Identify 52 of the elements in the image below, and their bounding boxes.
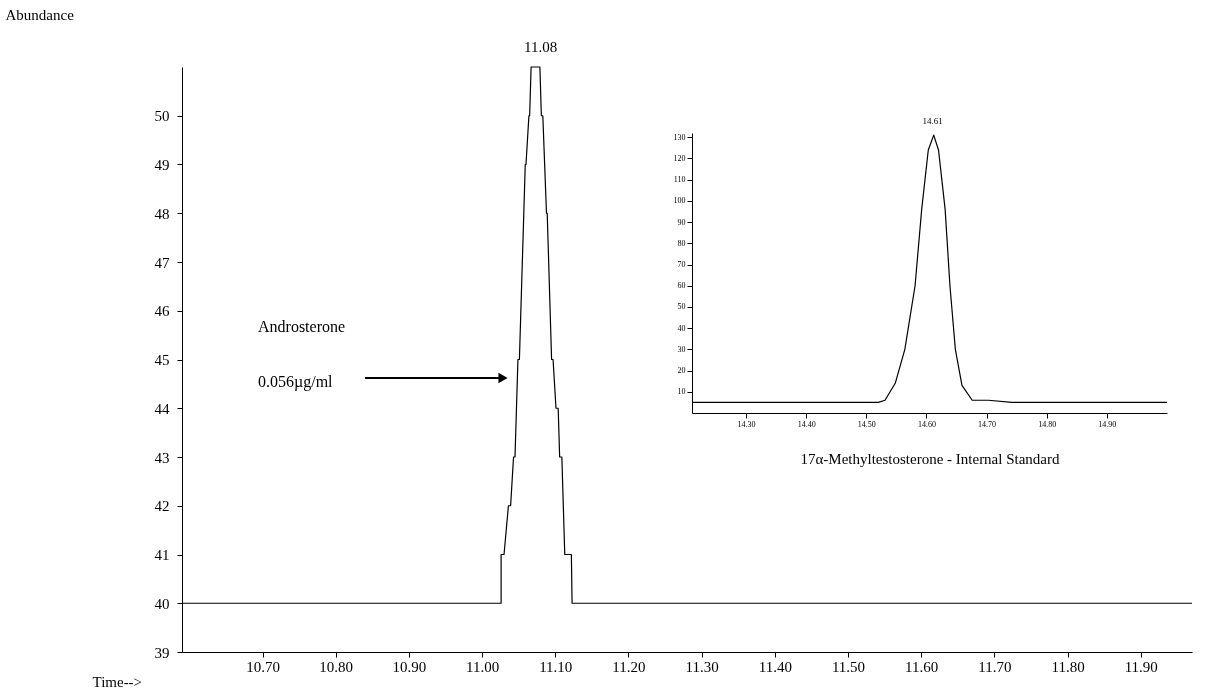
y-tick-label: 70 [677,260,686,270]
y-tick-label: 40 [677,323,686,333]
annotation: 0.056µg/ml [258,373,334,391]
y-tick-label: 20 [677,366,686,376]
y-tick-label: 60 [677,281,686,291]
y-tick-label: 42 [154,498,170,515]
y-tick-label: 100 [673,196,686,206]
x-tick-label: 11.40 [758,658,792,675]
x-tick-label: 14.90 [1098,419,1117,429]
y-tick-label: 49 [154,157,170,173]
y-tick-label: 43 [154,449,170,466]
x-tick-label: 10.70 [246,658,280,675]
y-tick-label: 80 [677,238,686,248]
y-tick-label: 120 [673,153,686,163]
annotation: Androsterone [258,318,346,335]
y-tick-label: 47 [154,254,170,271]
x-tick-label: 14.40 [797,419,816,429]
y-tick-label: 39 [154,644,170,661]
x-tick-label: 14.60 [917,419,936,429]
y-tick-label: 45 [154,352,170,368]
x-tick-label: 14.80 [1038,419,1057,429]
x-tick-label: 11.20 [612,658,646,675]
x-tick-label: 10.90 [392,658,427,675]
y-tick-label: 48 [154,205,170,222]
x-tick-label: 11.10 [539,658,573,675]
x-tick-label: 10.80 [319,658,354,675]
x-tick-label: 11.30 [685,658,719,675]
y-axis-title: Abundance [5,6,75,23]
y-tick-label: 130 [673,132,686,142]
x-tick-label: 11.70 [978,658,1012,675]
y-tick-label: 50 [154,108,170,125]
x-tick-label: 11.00 [465,658,500,675]
y-tick-label: 10 [677,387,686,397]
x-axis-title: 17α-Methyltestosterone - Internal Standard [800,450,1061,467]
x-tick-label: 14.70 [978,419,997,429]
x-tick-label: 14.30 [737,419,756,429]
y-tick-label: 110 [673,175,686,185]
y-tick-label: 44 [154,400,170,417]
y-tick-label: 40 [154,595,170,612]
x-tick-label: 11.60 [905,658,939,675]
x-axis-title: Time--> [92,673,143,690]
x-tick-label: 11.80 [1051,658,1085,675]
annotation: 11.08 [524,39,558,55]
x-tick-label: 11.50 [831,658,866,675]
y-tick-label: 41 [154,547,170,563]
x-tick-label: 11.90 [1124,658,1158,675]
y-tick-label: 46 [154,303,170,320]
y-tick-label: 30 [677,344,686,354]
y-tick-label: 90 [677,217,686,227]
x-tick-label: 14.50 [857,419,876,429]
annotation: 14.61 [922,116,943,127]
y-tick-label: 50 [677,302,686,312]
